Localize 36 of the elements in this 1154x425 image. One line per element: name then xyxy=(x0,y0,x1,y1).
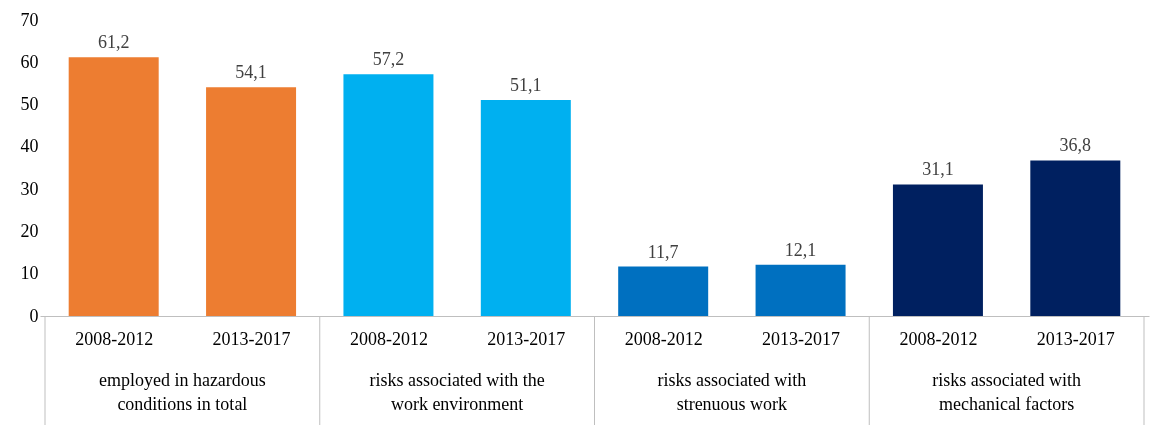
y-tick-label: 10 xyxy=(20,263,39,284)
data-label: 12,1 xyxy=(784,239,817,260)
x-tick-label: 2008-2012 xyxy=(349,328,428,349)
data-label: 61,2 xyxy=(97,32,130,53)
y-tick-label: 30 xyxy=(20,178,39,199)
y-tick-label: 50 xyxy=(20,94,39,115)
data-label: 31,1 xyxy=(922,159,954,180)
x-tick-label: 2013-2017 xyxy=(212,328,291,349)
text: risks associated with mechanical factors xyxy=(932,370,1082,414)
data-label: 54,1 xyxy=(235,62,267,83)
x-tick-label: 2013-2017 xyxy=(762,328,841,349)
text: employed in hazardous conditions in total xyxy=(98,370,266,414)
bar xyxy=(480,99,571,316)
bar xyxy=(206,87,297,316)
text: risks associated with the work environment xyxy=(369,370,545,414)
data-label: 57,2 xyxy=(372,49,405,70)
y-tick-label: 0 xyxy=(29,305,39,326)
y-tick-label: 20 xyxy=(20,220,39,241)
y-tick-label: 70 xyxy=(20,9,39,30)
x-tick-label: 2013-2017 xyxy=(487,328,566,349)
data-label: 51,1 xyxy=(510,74,542,95)
text: risks associated with strenuous work xyxy=(657,370,807,414)
data-label: 36,8 xyxy=(1059,135,1092,156)
y-tick-label: 40 xyxy=(20,136,39,157)
data-label: 11,7 xyxy=(647,241,679,262)
x-tick-label: 2008-2012 xyxy=(624,328,703,349)
y-tick-label: 60 xyxy=(20,51,39,72)
bar xyxy=(892,184,983,316)
bar xyxy=(618,266,709,316)
x-tick-label: 2008-2012 xyxy=(899,328,978,349)
x-tick-label: 2013-2017 xyxy=(1036,328,1115,349)
bar xyxy=(755,264,846,316)
x-tick-label: 2008-2012 xyxy=(75,328,154,349)
bar xyxy=(68,57,159,316)
bar xyxy=(343,74,434,316)
bar xyxy=(1030,160,1121,316)
